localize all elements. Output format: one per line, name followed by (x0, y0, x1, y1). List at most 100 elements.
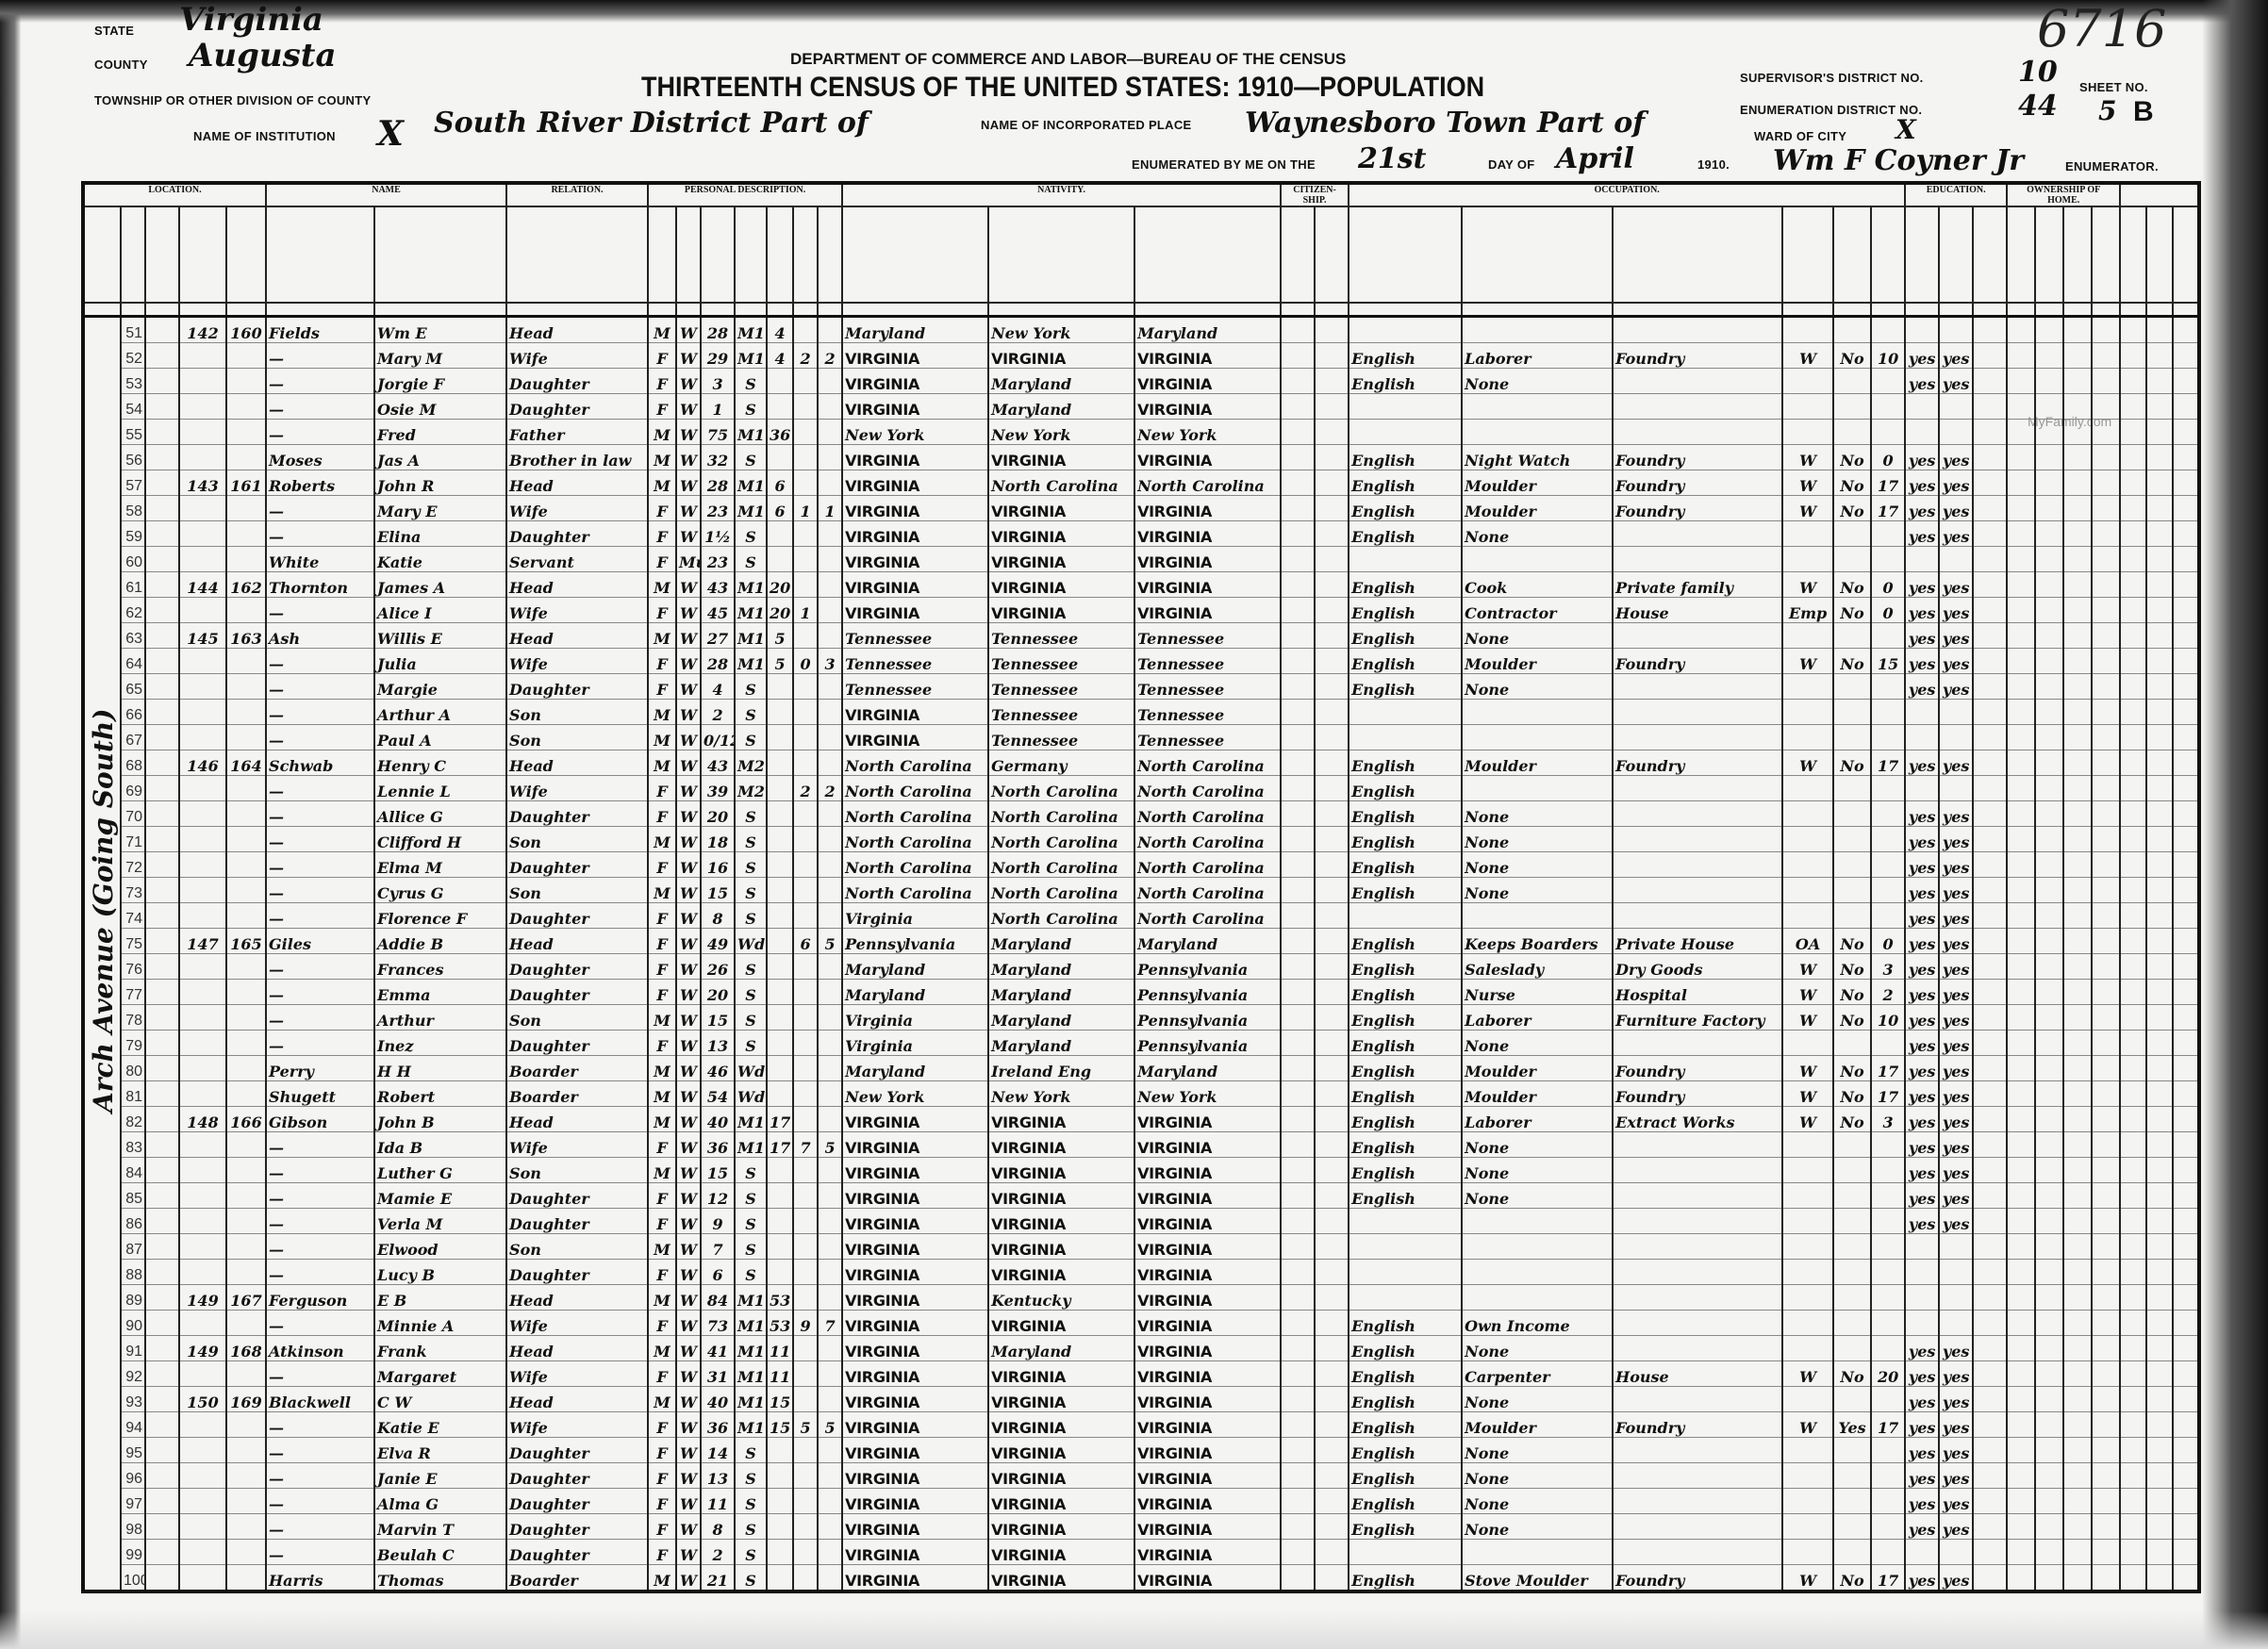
years-married-cell: 6 (766, 470, 794, 496)
occupation-cell (1461, 699, 1614, 725)
family-cell (224, 953, 267, 980)
mortgage-cell (2034, 495, 2064, 521)
owned-rented-cell (2006, 1106, 2036, 1132)
farm-house-cell (2062, 902, 2093, 929)
birthplace-cell: VIRGINIA (841, 1182, 989, 1209)
father-birthplace-cell: North Carolina (987, 800, 1135, 827)
can-write-cell: yes (1938, 1106, 1974, 1132)
extra-3-cell (2172, 1030, 2200, 1056)
birthplace-cell: VIRGINIA (841, 1284, 989, 1311)
industry-cell (1612, 851, 1783, 878)
surname-cell: — (265, 775, 375, 801)
extra-1-cell (2119, 495, 2147, 521)
given-name-cell: Jorgie F (373, 368, 507, 394)
marital-cell: S (734, 699, 768, 725)
table-row: 94— Katie E Wife F W 36 M1 15 5 5 VIRGINIA VIRGINIA… (82, 1411, 2200, 1438)
line-cell: 83 (120, 1131, 145, 1158)
immigration-year-cell (1280, 1513, 1316, 1540)
institution-value: X (377, 114, 404, 154)
farm-house-cell (2062, 775, 2093, 801)
marital-cell: M1 (734, 342, 768, 369)
children-living-cell (817, 368, 843, 394)
owned-rented-cell (2006, 1310, 2036, 1336)
column-number-cell (1870, 303, 1906, 318)
industry-cell (1612, 1233, 1783, 1260)
school-cell (1972, 1080, 2008, 1107)
line-cell: 92 (120, 1360, 145, 1387)
marital-cell: S (734, 953, 768, 980)
column-number-cell (792, 303, 819, 318)
column-number-cell (700, 303, 736, 318)
mother-birthplace-cell: North Carolina (1134, 877, 1282, 903)
can-write-cell: yes (1938, 1335, 1974, 1361)
school-cell (1972, 495, 2008, 521)
children-living-cell (817, 1564, 843, 1592)
mortgage-cell (2034, 902, 2064, 929)
schedule-no-cell (2091, 877, 2121, 903)
naturalized-cell (1314, 1004, 1349, 1031)
race-cell: W (675, 877, 702, 903)
children-born-cell (792, 800, 819, 827)
mother-birthplace-cell: VIRGINIA (1134, 1564, 1282, 1592)
weeks-out-cell (1870, 1208, 1906, 1234)
line-cell: 54 (120, 393, 145, 420)
school-cell (1972, 902, 2008, 929)
relation-cell: Wife (505, 1411, 649, 1438)
marital-cell: S (734, 520, 768, 547)
ownership-header: OWNERSHIP OF HOME. (2006, 183, 2121, 207)
children-born-cell (792, 1335, 819, 1361)
birthplace-cell: VIRGINIA (841, 444, 989, 470)
language-cell: English (1348, 520, 1463, 547)
day-of-label: day of (1488, 157, 1535, 172)
sex-cell: F (647, 1437, 677, 1463)
farm-house-cell (2062, 1488, 2093, 1514)
blank-cell (144, 800, 179, 827)
blank-cell (144, 1233, 179, 1260)
owned-rented-cell (2006, 851, 2036, 878)
worker-class-cell (1781, 1182, 1834, 1209)
race-cell: W (675, 1182, 702, 1209)
sex-cell: F (647, 1513, 677, 1540)
language-cell: English (1348, 1488, 1463, 1514)
blank-cell (144, 316, 179, 343)
extra-1-cell (2119, 1131, 2147, 1158)
can-write-cell (1938, 1284, 1974, 1311)
sex-cell: F (647, 1030, 677, 1056)
extra-1-cell (2119, 826, 2147, 852)
children-living-cell (817, 673, 843, 700)
years-married-cell: 15 (766, 1386, 794, 1412)
industry-cell: Foundry (1612, 1564, 1783, 1592)
table-row: 90— Minnie A Wife F W 73 M1 53 9 7 VIRGINIA VIRGINI… (82, 1310, 2200, 1336)
worker-class-cell (1781, 419, 1834, 445)
weeks-out-cell: 17 (1870, 1564, 1906, 1592)
street-cell (82, 1284, 121, 1311)
schedule-no-cell (2091, 928, 2121, 954)
sex-cell: F (647, 1131, 677, 1158)
industry-cell (1612, 393, 1783, 420)
given-name-cell: Cyrus G (373, 877, 507, 903)
years-married-cell (766, 1259, 794, 1285)
immigration-year-cell (1280, 750, 1316, 776)
blank-cell (144, 979, 179, 1005)
race-cell: W (675, 1055, 702, 1081)
table-row: 88— Lucy B Daughter F W 6 S VIRGINIA VIRGINIA VIR… (82, 1259, 2200, 1285)
age-cell: 3 (700, 368, 736, 394)
family-cell (224, 1310, 267, 1336)
birthplace-cell: VIRGINIA (841, 393, 989, 420)
age-cell: 0/12 (700, 724, 736, 750)
race-cell: W (675, 902, 702, 929)
given-name-cell: Thomas (373, 1564, 507, 1592)
family-cell: 169 (224, 1386, 267, 1412)
table-row: 67—Paul ASonMW0/12SVIRGINIATennesseeTenn… (82, 724, 2200, 750)
weeks-out-cell (1870, 1437, 1906, 1463)
blank-cell (144, 1157, 179, 1183)
race-cell: W (675, 571, 702, 598)
dwelling-cell (178, 368, 226, 394)
mortgage-cell (2034, 1080, 2064, 1107)
marital-cell: S (734, 902, 768, 929)
years-married-cell (766, 1462, 794, 1489)
age-cell: 13 (700, 1462, 736, 1489)
owned-rented-cell (2006, 571, 2036, 598)
street-cell (82, 1208, 121, 1234)
years-married-cell (766, 699, 794, 725)
